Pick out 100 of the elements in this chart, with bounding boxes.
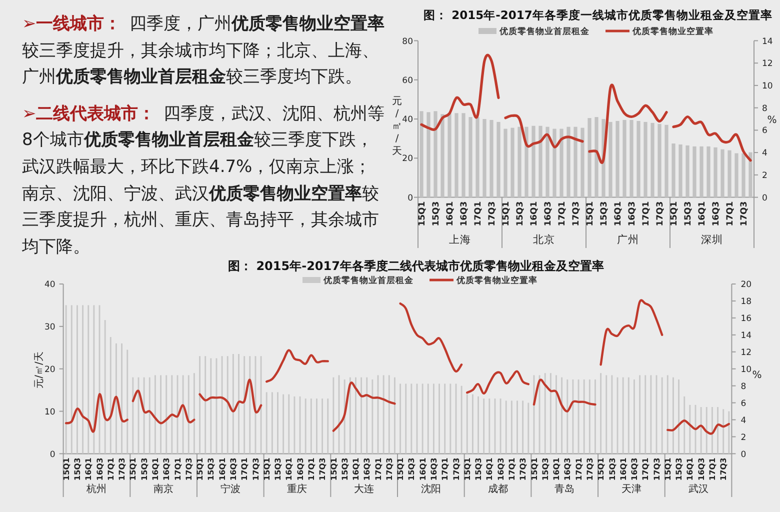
bar bbox=[748, 152, 752, 198]
y-tick-label: 10 bbox=[44, 407, 56, 418]
text: ➢一线城市：四季度，广州优质零售物业空置率较三季度提升，其余城市均下降；北京、上海、广州优质零售物业首层租金较三季度均下跌。 bbox=[22, 14, 384, 88]
x-tick-label: 15Q1 bbox=[502, 201, 512, 226]
x-tick-label: 16Q1 bbox=[698, 201, 708, 226]
x-axis-title: 大连 bbox=[354, 483, 374, 495]
x-tick-label: 17Q1 bbox=[726, 201, 736, 226]
x-tick-label: 15Q1 bbox=[670, 201, 680, 226]
bar bbox=[692, 146, 696, 198]
bar bbox=[636, 120, 640, 198]
x-axis-title: 武汉 bbox=[688, 483, 708, 495]
bar bbox=[440, 114, 444, 198]
x-tick-label: 17Q3 bbox=[488, 201, 498, 226]
bar bbox=[622, 120, 626, 198]
y2-tick-label: 8 bbox=[740, 382, 746, 392]
x-tick-label: 15Q1 bbox=[418, 201, 428, 226]
bar bbox=[496, 122, 500, 198]
bar bbox=[420, 111, 424, 198]
bar bbox=[700, 146, 704, 198]
x-axis-title: 青岛 bbox=[554, 483, 575, 495]
x-tick-label: 17Q3 bbox=[656, 201, 666, 226]
y-axis-title: 元/㎡/天 bbox=[34, 352, 45, 388]
y-tick-label: 30 bbox=[44, 322, 56, 332]
y2-tick-label: 2 bbox=[762, 170, 768, 181]
y2-tick-label: 10 bbox=[740, 364, 752, 375]
bar bbox=[594, 117, 598, 198]
x-axis-title: 成都 bbox=[488, 483, 508, 495]
y-axis-title: 元/㎡/天 bbox=[392, 96, 402, 157]
y-tick-label: 0 bbox=[408, 193, 413, 204]
x-tick-label: 15Q3 bbox=[516, 201, 526, 226]
bar bbox=[658, 124, 662, 198]
y2-tick-label: 6 bbox=[740, 398, 746, 409]
x-tick-label: 15Q3 bbox=[600, 201, 610, 226]
x-tick-label: 15Q3 bbox=[684, 201, 694, 226]
line-series bbox=[666, 420, 730, 435]
y-tick-label: 40 bbox=[44, 280, 56, 290]
y2-tick-label: 12 bbox=[740, 348, 752, 358]
legend-label: 优质零售物业首层租金 bbox=[322, 275, 414, 286]
x-axis-title: 深圳 bbox=[701, 233, 723, 246]
bar bbox=[468, 117, 472, 198]
bar bbox=[650, 122, 654, 198]
y2-tick-label: 0 bbox=[740, 450, 746, 460]
bar bbox=[734, 153, 738, 198]
x-tick-label: 17Q1 bbox=[642, 201, 652, 226]
y-tick-label: 80 bbox=[402, 36, 413, 47]
y2-tick-label: 20 bbox=[740, 280, 752, 290]
bar bbox=[588, 118, 592, 198]
bar bbox=[476, 117, 480, 198]
bar bbox=[608, 122, 612, 198]
x-tick-label: 17Q1 bbox=[474, 201, 484, 226]
y2-tick-label: 2 bbox=[740, 432, 746, 443]
legend-label: 优质零售物业空置率 bbox=[456, 275, 538, 286]
y2-tick-label: 16 bbox=[740, 314, 752, 324]
y-tick-label: 20 bbox=[44, 364, 56, 375]
y2-tick-label: 4 bbox=[762, 148, 768, 159]
x-axis-title: 宁波 bbox=[220, 483, 240, 495]
x-tick-label: 16Q3 bbox=[712, 201, 722, 226]
line-series bbox=[672, 115, 752, 162]
x-tick-label: 16Q1 bbox=[530, 201, 540, 226]
y2-axis-title: % bbox=[752, 370, 762, 381]
y-tick-label: 40 bbox=[402, 115, 413, 126]
bar bbox=[742, 153, 746, 198]
x-tick-label: 17Q3 bbox=[572, 201, 582, 226]
bar bbox=[490, 120, 494, 198]
bar bbox=[728, 150, 732, 198]
bar bbox=[706, 146, 710, 198]
bar bbox=[664, 124, 668, 198]
text: ➢二线代表城市：四季度，武汉、沈阳、杭州等8个城市优质零售物业首层租金较三季度下跌，武汉跌幅最大，环比下跌4.7%，仅南京上涨；南京、沈阳、宁波、武汉优质零售物业空置率较三季度提升，杭州、重庆、青岛持平，其余城市均下降。 bbox=[22, 104, 384, 257]
y2-tick-label: 8 bbox=[762, 104, 768, 114]
x-axis-title: 杭州 bbox=[86, 483, 107, 495]
x-tick-label: 15Q3 bbox=[432, 201, 442, 226]
legend-label: 优质零售物业首层租金 bbox=[498, 26, 590, 37]
x-axis-title: 重庆 bbox=[287, 483, 308, 495]
y2-axis-title: % bbox=[767, 115, 777, 126]
x-axis-title: 南京 bbox=[154, 483, 174, 495]
y2-tick-label: 14 bbox=[740, 330, 752, 341]
x-tick-label: 16Q1 bbox=[614, 201, 624, 226]
legend-label: 优质零售物业空置率 bbox=[632, 26, 714, 37]
bar bbox=[720, 149, 724, 198]
y2-tick-label: 12 bbox=[762, 59, 773, 70]
bar bbox=[630, 120, 634, 198]
bar bbox=[482, 119, 486, 198]
y2-tick-label: 4 bbox=[740, 416, 746, 426]
bar bbox=[616, 120, 620, 198]
bar bbox=[426, 112, 430, 198]
x-axis-title: 沈阳 bbox=[420, 483, 441, 495]
bar bbox=[434, 111, 438, 198]
bar bbox=[454, 113, 458, 198]
bar bbox=[686, 145, 690, 198]
y2-tick-label: 6 bbox=[762, 126, 768, 136]
text: 图： 2015年-2017年各季度一线城市优质零售物业租金及空置率 bbox=[424, 8, 772, 22]
x-tick-label: 17Q1 bbox=[558, 201, 568, 226]
x-tick-label: 16Q3 bbox=[628, 201, 638, 226]
x-tick-label: 17Q3 bbox=[740, 201, 750, 226]
x-tick-label: 16Q3 bbox=[544, 201, 554, 226]
y2-tick-label: 0 bbox=[762, 193, 768, 204]
x-axis-title: 北京 bbox=[533, 233, 555, 246]
bar bbox=[462, 113, 466, 198]
bar bbox=[644, 122, 648, 198]
bar bbox=[448, 113, 452, 198]
